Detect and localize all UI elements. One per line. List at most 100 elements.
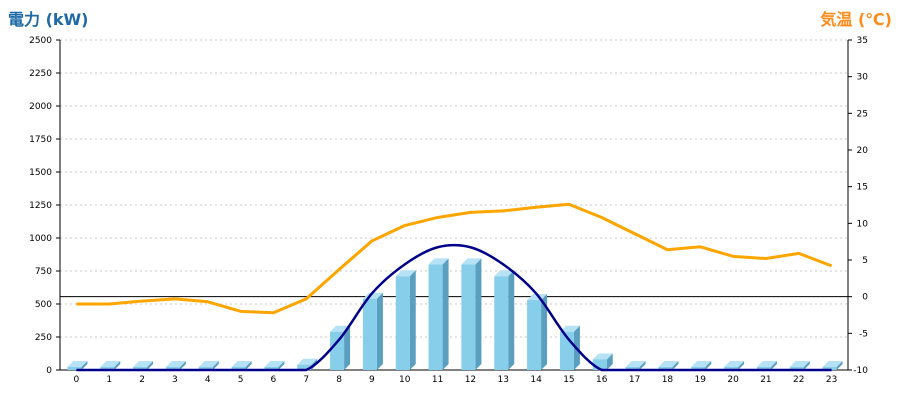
x-tick-label: 21: [760, 375, 771, 385]
bar-top: [231, 361, 252, 367]
left-tick-label: 2250: [29, 69, 52, 79]
x-tick-label: 15: [563, 375, 574, 385]
x-tick-label: 12: [465, 375, 476, 385]
bar: [362, 298, 377, 370]
bar: [133, 367, 148, 370]
bar-side: [475, 258, 482, 370]
bar: [198, 367, 213, 370]
bar-side: [81, 361, 88, 370]
bar: [691, 367, 706, 370]
left-tick-label: 2500: [29, 36, 52, 46]
bar: [625, 367, 640, 370]
bar-top: [789, 361, 810, 367]
x-tick-label: 1: [106, 375, 112, 385]
x-tick-label: 13: [498, 375, 509, 385]
bar: [461, 264, 476, 370]
right-tick-label: 25: [857, 109, 868, 119]
left-tick-label: 1500: [29, 168, 52, 178]
bar-side: [606, 353, 613, 370]
bar-top: [724, 361, 745, 367]
x-tick-label: 19: [695, 375, 707, 385]
x-tick-label: 3: [172, 375, 178, 385]
x-tick-label: 18: [662, 375, 674, 385]
bar: [264, 367, 279, 370]
bar-top: [461, 258, 482, 265]
bar-side: [179, 361, 186, 370]
right-tick-label: -5: [859, 329, 868, 339]
bar: [297, 364, 312, 370]
bar-top: [756, 361, 777, 367]
bar: [100, 367, 115, 370]
right-tick-label: 30: [857, 73, 869, 83]
left-tick-label: 250: [35, 333, 52, 343]
bar: [756, 367, 771, 370]
bar-top: [133, 361, 154, 367]
bar-top: [592, 353, 613, 360]
bar-top: [428, 258, 449, 265]
bar-top: [264, 361, 285, 367]
x-tick-label: 8: [336, 375, 342, 385]
bar-top: [559, 325, 580, 332]
bar: [724, 367, 739, 370]
bar: [330, 331, 345, 370]
x-tick-label: 16: [596, 375, 608, 385]
bar: [527, 300, 542, 370]
bar-top: [658, 361, 679, 367]
left-tick-label: 2000: [29, 102, 52, 112]
bar-side: [672, 361, 679, 370]
bar: [67, 367, 82, 370]
bar-side: [541, 294, 548, 370]
bar-side: [212, 361, 219, 370]
bar-side: [278, 361, 285, 370]
bar-side: [836, 361, 843, 370]
bar-top: [822, 361, 843, 367]
x-tick-label: 11: [432, 375, 443, 385]
bar-top: [691, 361, 712, 367]
bar-top: [67, 361, 88, 367]
x-tick-label: 10: [399, 375, 411, 385]
power-line: [76, 243, 832, 372]
left-tick-label: 1000: [29, 234, 52, 244]
right-tick-label: 35: [857, 36, 868, 46]
left-tick-label: 1750: [29, 135, 52, 145]
bar-side: [409, 270, 416, 370]
bar-side: [705, 361, 712, 370]
left-tick-label: 750: [35, 267, 52, 277]
bar-side: [245, 361, 252, 370]
bar-side: [508, 270, 515, 370]
bar: [789, 367, 804, 370]
bar-side: [770, 361, 777, 370]
bar: [428, 264, 443, 370]
x-tick-label: 0: [74, 375, 80, 385]
bar-side: [376, 292, 383, 370]
right-tick-label: 0: [862, 293, 868, 303]
x-tick-label: 5: [238, 375, 244, 385]
bar: [592, 359, 607, 370]
x-tick-label: 14: [530, 375, 542, 385]
bar-side: [639, 361, 646, 370]
x-tick-label: 17: [629, 375, 640, 385]
bar-side: [442, 258, 449, 370]
bar-side: [803, 361, 810, 370]
x-tick-label: 20: [727, 375, 739, 385]
x-tick-label: 6: [271, 375, 277, 385]
bar-top: [100, 361, 121, 367]
bar-top: [494, 270, 515, 277]
right-tick-label: 20: [857, 146, 869, 156]
right-tick-label: 10: [857, 219, 869, 229]
bar: [494, 276, 509, 370]
right-tick-label: 15: [857, 183, 868, 193]
x-tick-label: 9: [369, 375, 375, 385]
bar: [165, 367, 180, 370]
left-tick-label: 1250: [29, 201, 52, 211]
bar-side: [738, 361, 745, 370]
x-tick-label: 7: [303, 375, 309, 385]
x-tick-label: 23: [826, 375, 837, 385]
bar: [231, 367, 246, 370]
x-tick-label: 4: [205, 375, 211, 385]
left-axis-title: 電力 (kW): [8, 10, 89, 29]
bar-top: [395, 270, 416, 277]
bar-side: [114, 361, 121, 370]
